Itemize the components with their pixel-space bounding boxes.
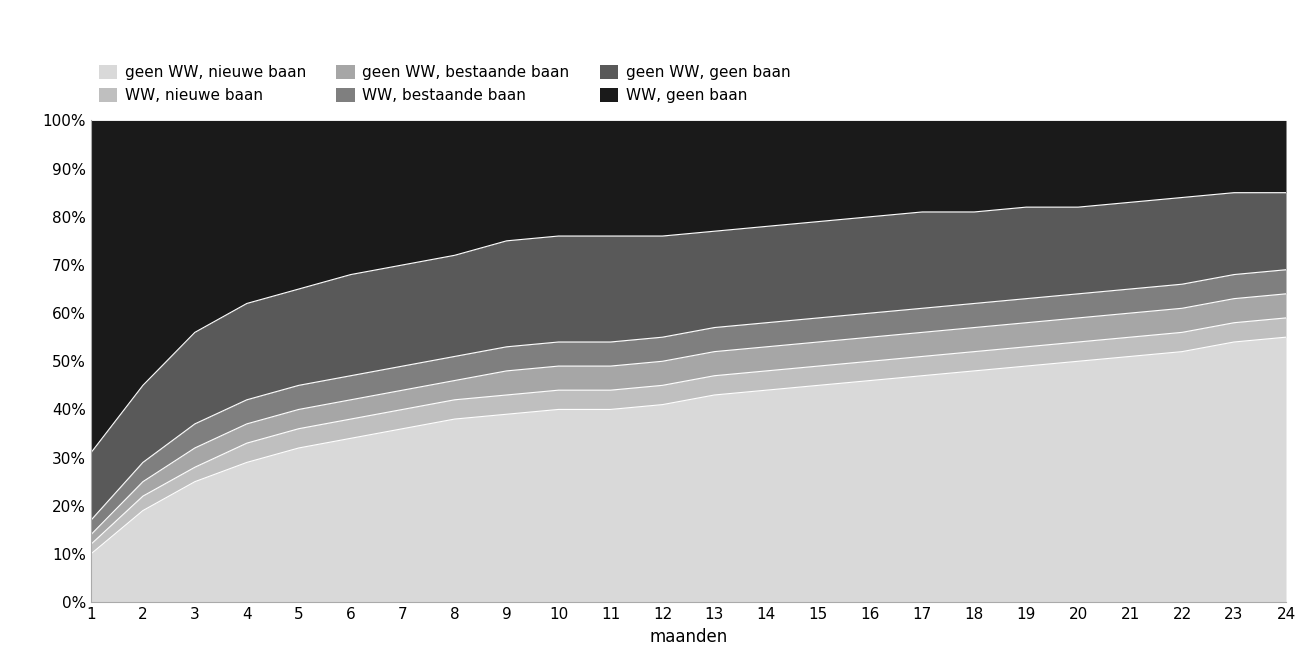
- Legend: geen WW, nieuwe baan, WW, nieuwe baan, geen WW, bestaande baan, WW, bestaande ba: geen WW, nieuwe baan, WW, nieuwe baan, g…: [99, 66, 791, 103]
- X-axis label: maanden: maanden: [650, 628, 727, 646]
